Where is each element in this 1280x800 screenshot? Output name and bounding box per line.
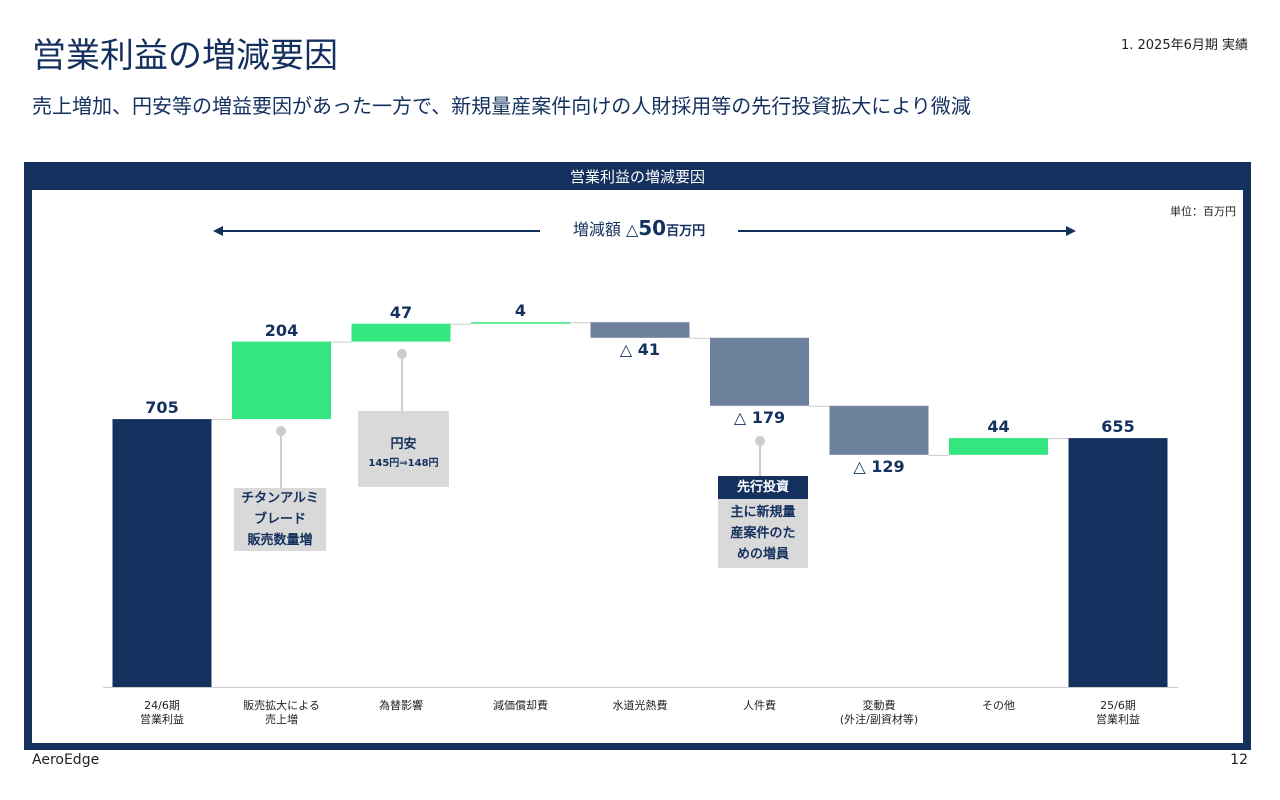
x-tick-label: 人件費: [743, 699, 776, 712]
value-label: 705: [145, 398, 179, 418]
callout-dot: [276, 426, 286, 436]
change-prefix: 増減額 △: [572, 220, 639, 239]
callout-dot: [397, 349, 407, 359]
x-tick-label: 販売拡大による 売上増: [243, 699, 320, 726]
bar: [829, 405, 929, 455]
value-label: △ 41: [619, 339, 661, 359]
x-tick-label: 水道光熱費: [612, 699, 668, 712]
value-label: 204: [264, 320, 299, 340]
page-number: 12: [1230, 752, 1248, 768]
panel-body: [32, 190, 1243, 743]
value-label: 655: [1101, 417, 1135, 437]
callout-box: 円安 145円⇒148円: [358, 411, 449, 487]
change-unit: 百万円: [666, 224, 706, 239]
callout-title: 円安: [390, 437, 417, 452]
panel-title: 営業利益の増減要因: [569, 168, 705, 186]
x-tick-label: 減価償却費: [493, 699, 548, 712]
x-tick-label: 25/6期 営業利益: [1096, 699, 1140, 726]
bar: [112, 419, 212, 687]
value-label: 47: [389, 302, 413, 322]
bar: [1068, 438, 1168, 687]
callout-header: 先行投資: [718, 476, 808, 499]
period: 1. 2025年6月期 実績: [1120, 38, 1248, 53]
change-value: 50: [638, 216, 667, 240]
callout-text: 145円⇒148円: [368, 458, 439, 469]
bar: [710, 337, 809, 406]
unit: 単位：百万円: [1170, 205, 1236, 218]
bar: [471, 322, 570, 324]
x-tick-label: 為替影響: [379, 699, 423, 712]
callout-box: チタンアルミ ブレード 販売数量増: [234, 488, 326, 551]
bar: [351, 323, 451, 342]
callout-box: 主に新規量 産案件のた めの増員: [718, 499, 808, 568]
value-label: 4: [514, 301, 527, 321]
value-label: 44: [987, 417, 1010, 437]
bar: [590, 322, 690, 338]
footer-company: AeroEdge: [32, 752, 100, 768]
value-label: △ 129: [853, 456, 905, 476]
arrow-head: [1066, 226, 1076, 236]
page-title: 営業利益の増減要因: [32, 36, 338, 76]
page-subtitle: 売上増加、円安等の増益要因があった一方で、新規量産案件向けの人財採用等の先行投資…: [32, 94, 971, 118]
x-tick-label: 変動費 (外注/副資材等): [839, 699, 919, 726]
x-tick-label: その他: [982, 699, 1015, 712]
change-annotation: 増減額 △50百万円: [540, 216, 738, 240]
bar: [949, 438, 1048, 455]
value-label: △ 179: [733, 407, 786, 427]
bar: [232, 341, 331, 420]
x-tick-label: 24/6期 営業利益: [140, 699, 184, 726]
arrow-head: [213, 226, 223, 236]
callout-dot: [755, 436, 765, 446]
